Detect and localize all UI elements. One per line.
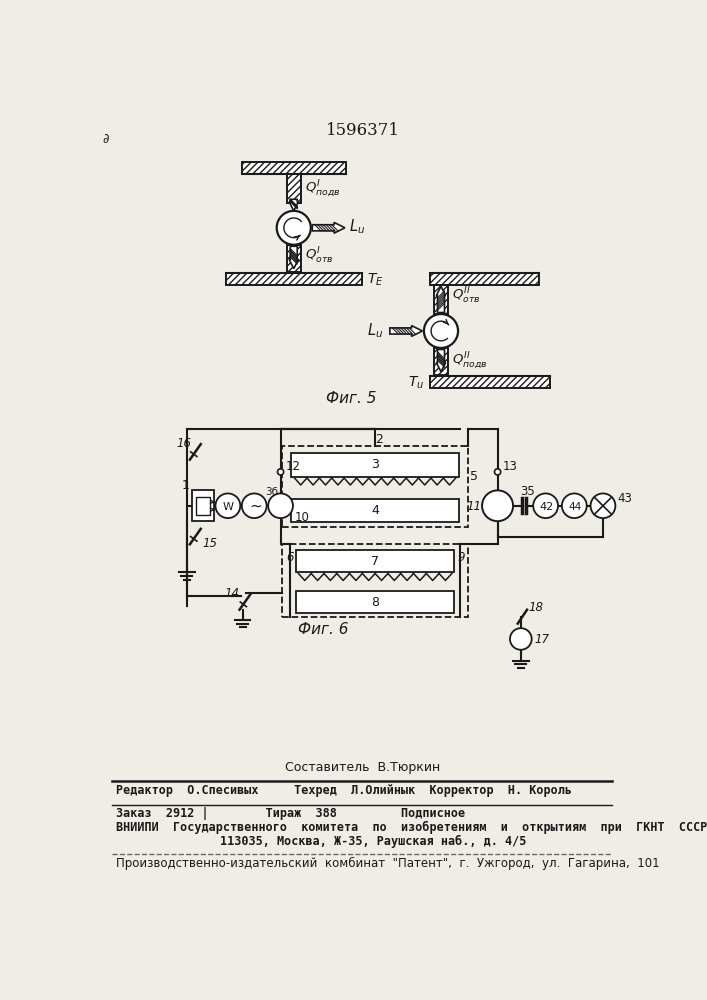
Bar (430, 273, 539, 285)
Bar (430, 376, 550, 388)
Text: $T_u$: $T_u$ (409, 374, 425, 391)
Polygon shape (390, 326, 422, 336)
Circle shape (510, 628, 532, 650)
Circle shape (268, 493, 293, 518)
Bar (282, 446, 468, 527)
Circle shape (494, 469, 501, 475)
Bar (434, 285, 448, 314)
Text: ~: ~ (250, 498, 262, 513)
Bar (296, 550, 454, 572)
Text: 16: 16 (176, 437, 191, 450)
Text: ВНИИПИ  Государственного  комитета  по  изобретениям  и  открытиям  при  ГКНТ  С: ВНИИПИ Государственного комитета по изоб… (115, 821, 707, 834)
Bar (242, 162, 346, 174)
Text: 7: 7 (371, 555, 379, 568)
Bar (296, 591, 454, 613)
Text: Фиг. 5: Фиг. 5 (325, 391, 376, 406)
Text: $L_u$: $L_u$ (349, 218, 365, 236)
Circle shape (562, 493, 587, 518)
Text: 5: 5 (470, 470, 479, 483)
Bar (242, 162, 346, 174)
Text: Фиг. 6: Фиг. 6 (298, 622, 348, 637)
Text: 1596371: 1596371 (326, 122, 399, 139)
Bar (291, 453, 459, 477)
Text: 2: 2 (375, 433, 383, 446)
Text: 15: 15 (202, 537, 217, 550)
Text: 43: 43 (618, 492, 633, 505)
Bar (434, 348, 448, 375)
Bar (287, 174, 300, 203)
Text: $Q^I_{\mathit{отв}}$: $Q^I_{\mathit{отв}}$ (305, 246, 333, 266)
Bar (226, 273, 362, 285)
Bar (291, 499, 459, 522)
Text: Редактор  О.Спесивых     Техред  Л.Олийнык  Корректор  Н. Король: Редактор О.Спесивых Техред Л.Олийнык Кор… (115, 784, 571, 797)
Circle shape (277, 469, 284, 475)
Text: Составитель  В.Тюркин: Составитель В.Тюркин (285, 761, 440, 774)
Bar (287, 245, 300, 272)
Text: 3: 3 (371, 458, 379, 471)
Polygon shape (436, 286, 445, 312)
Polygon shape (312, 222, 345, 233)
Text: 14: 14 (224, 587, 239, 600)
Text: Заказ  2912 |        Тираж  388         Подписное: Заказ 2912 | Тираж 388 Подписное (115, 807, 464, 820)
Bar (434, 348, 448, 375)
Text: 6: 6 (286, 551, 293, 564)
Circle shape (216, 493, 240, 518)
Bar (226, 273, 362, 285)
Polygon shape (289, 199, 298, 211)
Bar (226, 273, 362, 285)
Text: 1: 1 (182, 479, 189, 492)
Polygon shape (289, 246, 298, 269)
Bar (434, 285, 448, 314)
Text: 10: 10 (295, 511, 310, 524)
Text: 18: 18 (529, 601, 544, 614)
Bar (287, 245, 300, 272)
Text: 4: 4 (371, 504, 379, 517)
Bar (434, 348, 448, 375)
Text: $Q^{II}_{\mathit{подв}}$: $Q^{II}_{\mathit{подв}}$ (452, 350, 487, 371)
Text: $L_u$: $L_u$ (367, 321, 382, 340)
Bar (196, 497, 210, 515)
Text: Производственно-издательский  комбинат  "Патент",  г.  Ужгород,  ул.  Гагарина, : Производственно-издательский комбинат "П… (115, 857, 659, 870)
Text: 9: 9 (457, 551, 464, 564)
Circle shape (276, 211, 311, 245)
Bar (242, 162, 346, 174)
Polygon shape (436, 349, 445, 372)
Text: 13: 13 (502, 460, 517, 473)
Bar (430, 376, 550, 388)
Circle shape (533, 493, 558, 518)
Text: W: W (223, 502, 233, 512)
Text: 17: 17 (534, 633, 549, 646)
Text: 35: 35 (520, 485, 534, 498)
Bar (430, 273, 539, 285)
Bar (287, 174, 300, 203)
Text: $Q^I_{\mathit{подв}}$: $Q^I_{\mathit{подв}}$ (305, 178, 340, 199)
Text: 11: 11 (467, 500, 481, 513)
Bar (287, 174, 300, 203)
Text: 3б: 3б (265, 487, 278, 497)
Circle shape (424, 314, 458, 348)
Bar (434, 285, 448, 314)
Circle shape (242, 493, 267, 518)
Text: $T_E$: $T_E$ (367, 271, 383, 288)
Bar (282, 544, 468, 617)
Text: 113035, Москва, Ж-35, Раушская наб., д. 4/5: 113035, Москва, Ж-35, Раушская наб., д. … (220, 834, 527, 848)
Text: 42: 42 (539, 502, 554, 512)
Bar (430, 273, 539, 285)
Text: 8: 8 (371, 596, 379, 609)
Circle shape (482, 490, 513, 521)
Text: 12: 12 (285, 460, 300, 473)
Text: $Q^{II}_{\mathit{отв}}$: $Q^{II}_{\mathit{отв}}$ (452, 286, 480, 306)
Text: 44: 44 (568, 502, 581, 512)
Circle shape (590, 493, 615, 518)
Bar (192, 490, 214, 521)
Bar (430, 376, 550, 388)
Bar (287, 245, 300, 272)
Text: ∂: ∂ (103, 133, 109, 146)
